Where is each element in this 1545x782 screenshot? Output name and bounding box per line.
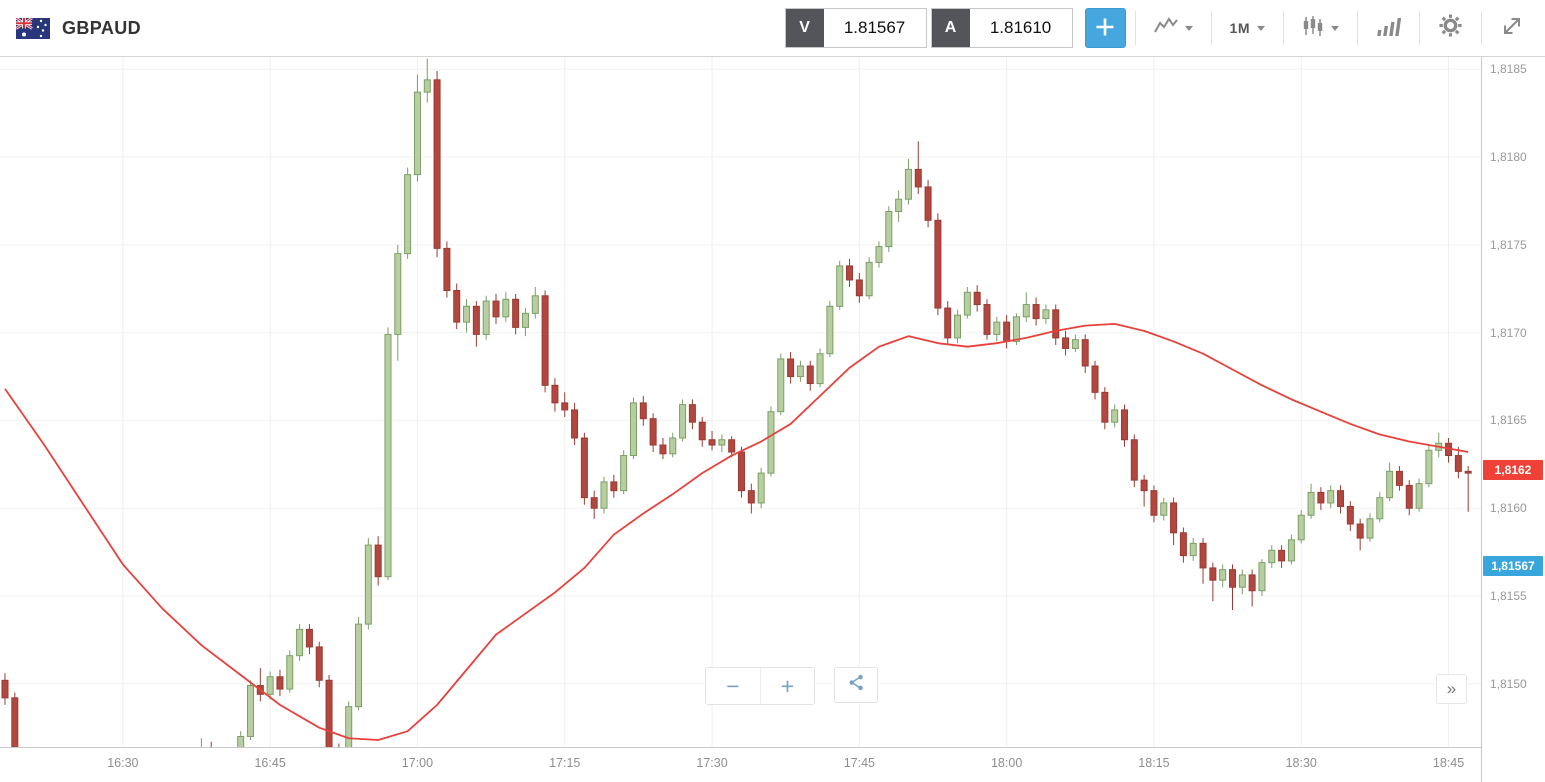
chevron-down-icon: [1331, 25, 1339, 31]
fullscreen-button[interactable]: [1491, 8, 1533, 48]
settings-button[interactable]: [1429, 8, 1472, 48]
toolbar-separator: [1481, 11, 1482, 45]
candlestick-icon: [1302, 15, 1324, 41]
price-axis-label: 1,8165: [1490, 413, 1527, 428]
candlestick-chart[interactable]: [0, 57, 1481, 747]
timeframe-dropdown[interactable]: 1M: [1221, 8, 1274, 48]
share-icon: [847, 673, 866, 697]
toolbar: GBPAUD V 1.81567 A 1.81610 1M: [0, 0, 1545, 57]
sell-price-tag: 1,81567: [1483, 556, 1543, 577]
gear-icon: [1438, 13, 1463, 43]
expand-arrows-icon: [1500, 14, 1524, 43]
price-axis-label: 1,8175: [1490, 237, 1527, 252]
time-axis-label: 18:45: [1432, 756, 1465, 770]
price-axis-label: 1,8160: [1490, 501, 1527, 516]
toolbar-separator: [1419, 11, 1420, 45]
sell-side-label: V: [785, 9, 824, 47]
timeframe-label: 1M: [1229, 20, 1250, 36]
toolbar-separator: [1134, 11, 1136, 45]
moving-average-line: [4, 322, 1469, 741]
candles-layer: [1, 58, 1472, 747]
indicators-icon: [1376, 16, 1402, 41]
time-axis-label: 18:30: [1285, 756, 1317, 770]
zoom-in-button[interactable]: +: [760, 668, 814, 704]
chevron-down-icon: [1257, 25, 1265, 31]
sell-price-button[interactable]: V 1.81567: [784, 8, 927, 48]
line-chart-icon: [1153, 16, 1178, 41]
price-axis-label: 1,8185: [1490, 62, 1527, 77]
buy-side-label: A: [931, 9, 970, 47]
buy-price-value: 1.81610: [989, 18, 1052, 37]
zoom-out-button[interactable]: −: [726, 672, 740, 699]
price-axis-label: 1,8150: [1490, 676, 1527, 691]
share-button[interactable]: [834, 667, 878, 703]
time-axis-label: 17:00: [401, 756, 434, 770]
time-axis-label: 17:15: [549, 756, 581, 770]
toolbar-separator: [1210, 11, 1212, 45]
symbol-title: GBPAUD: [62, 17, 142, 38]
time-axis-label: 18:00: [990, 756, 1023, 770]
price-axis-label: 1,8170: [1490, 325, 1527, 340]
time-axis-label: 17:45: [843, 756, 875, 770]
last-price-tag: 1,8162: [1483, 459, 1543, 480]
grid-layer: [0, 57, 1481, 747]
zoom-controls: − +: [705, 667, 815, 705]
price-axis-label: 1,8180: [1490, 150, 1527, 165]
price-axis[interactable]: 1,8185 1,8180 1,8175 1,8170 1,8165 1,8160 1,81…: [1481, 57, 1545, 782]
price-axis-label: 1,8155: [1490, 589, 1527, 603]
buy-price-button[interactable]: A 1.81610: [930, 8, 1073, 48]
crosshair-tool-button[interactable]: [1084, 8, 1126, 48]
time-axis-label: 17:30: [696, 756, 728, 770]
time-axis-label: 18:15: [1138, 756, 1170, 770]
gbpaud-flag-icon: [16, 17, 50, 39]
toolbar-separator: [1357, 11, 1358, 45]
sell-price-value: 1.81567: [843, 18, 906, 37]
time-axis[interactable]: 16:30 16:45 17:00 17:15 17:30 17:45 18:00 18:15…: [0, 747, 1481, 782]
chart-type-dropdown[interactable]: [1145, 8, 1202, 48]
chart-region: − + »: [0, 57, 1481, 747]
indicators-button[interactable]: [1367, 8, 1410, 48]
time-axis-label: 16:30: [107, 756, 139, 770]
crosshair-icon: [1094, 16, 1116, 41]
candle-style-dropdown[interactable]: [1293, 8, 1348, 48]
collapse-panel-button[interactable]: »: [1436, 674, 1467, 704]
toolbar-separator: [1283, 11, 1284, 45]
time-axis-label: 16:45: [254, 756, 286, 770]
price-group: V 1.81567 A 1.81610: [784, 8, 1073, 48]
chevron-down-icon: [1184, 25, 1193, 31]
